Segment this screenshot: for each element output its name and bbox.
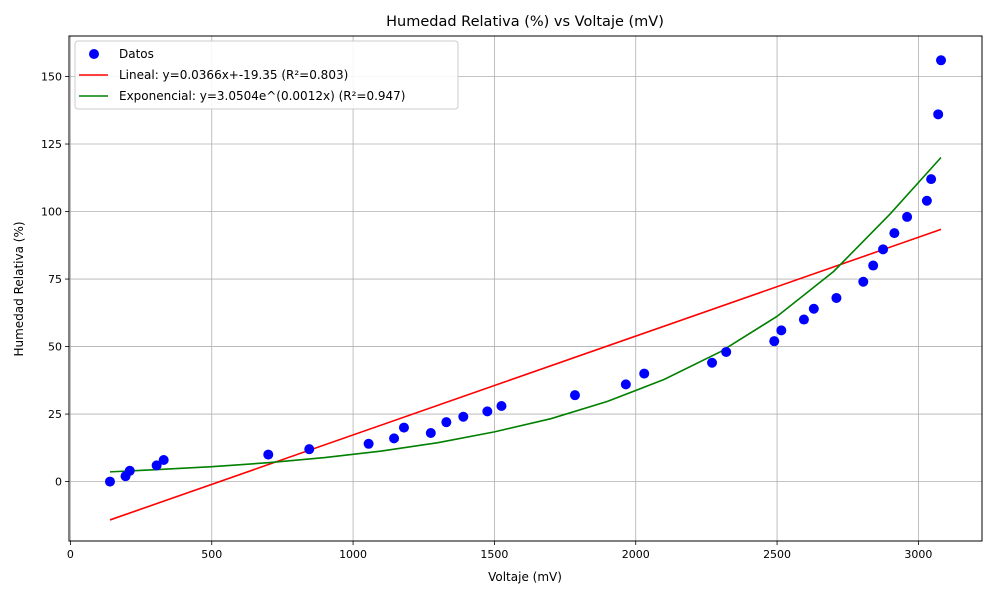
data-point [776, 325, 787, 336]
data-point [398, 422, 409, 433]
data-point [921, 195, 932, 206]
x-tick-label: 2000 [622, 548, 650, 561]
y-tick-label: 125 [41, 138, 62, 151]
x-tick-label: 1000 [339, 548, 367, 561]
x-tick-label: 500 [201, 548, 222, 561]
data-point [158, 454, 169, 465]
x-tick-label: 0 [67, 548, 74, 561]
x-axis-label: Voltaje (mV) [488, 570, 562, 584]
x-tick-label: 1500 [480, 548, 508, 561]
data-point [936, 55, 947, 66]
data-point [124, 465, 135, 476]
data-point [482, 406, 493, 417]
data-point [902, 211, 913, 222]
x-tick-label: 3000 [904, 548, 932, 561]
series-layer [104, 55, 947, 521]
data-point [263, 449, 274, 460]
legend-label: Lineal: y=0.0366x+-19.35 (R²=0.803) [119, 68, 348, 82]
legend: Datos Lineal: y=0.0366x+-19.35 (R²=0.803)… [74, 40, 459, 110]
y-tick-label: 75 [48, 273, 62, 286]
data-point [926, 174, 937, 185]
y-tick-label: 150 [41, 71, 62, 84]
data-point [620, 379, 631, 390]
exponential-fit-line [109, 156, 942, 473]
x-axis-ticks: 0 500 1000 1500 2000 2500 3000 [67, 541, 932, 561]
legend-box [74, 40, 459, 110]
data-point [458, 411, 469, 422]
data-point [639, 368, 650, 379]
data-point [425, 427, 436, 438]
data-point [363, 438, 374, 449]
data-point [831, 292, 842, 303]
data-point [769, 336, 780, 347]
data-point [878, 244, 889, 255]
legend-marker-scatter [89, 49, 99, 59]
y-axis-label: Humedad Relativa (%) [12, 221, 26, 356]
data-point [569, 390, 580, 401]
y-tick-label: 100 [41, 206, 62, 219]
data-point [721, 346, 732, 357]
data-point [889, 228, 900, 239]
plot-frame [68, 35, 983, 542]
legend-label: Datos [119, 47, 154, 61]
data-point [868, 260, 879, 271]
data-point [389, 433, 400, 444]
x-tick-label: 2500 [763, 548, 791, 561]
legend-label: Exponencial: y=3.0504e^(0.0012x) (R²=0.9… [119, 89, 405, 103]
data-point [104, 476, 115, 487]
data-point [933, 109, 944, 120]
linear-fit-line [109, 228, 942, 521]
y-tick-label: 0 [55, 476, 62, 489]
data-point [798, 314, 809, 325]
y-axis-ticks: 0 25 50 75 100 125 150 [41, 71, 69, 489]
y-tick-label: 25 [48, 408, 62, 421]
data-point [304, 444, 315, 455]
data-point [858, 276, 869, 287]
chart-title: Humedad Relativa (%) vs Voltaje (mV) [386, 14, 664, 30]
data-point [808, 303, 819, 314]
data-point [707, 357, 718, 368]
y-tick-label: 50 [48, 341, 62, 354]
data-point [441, 417, 452, 428]
data-point [151, 460, 162, 471]
data-point [496, 400, 507, 411]
